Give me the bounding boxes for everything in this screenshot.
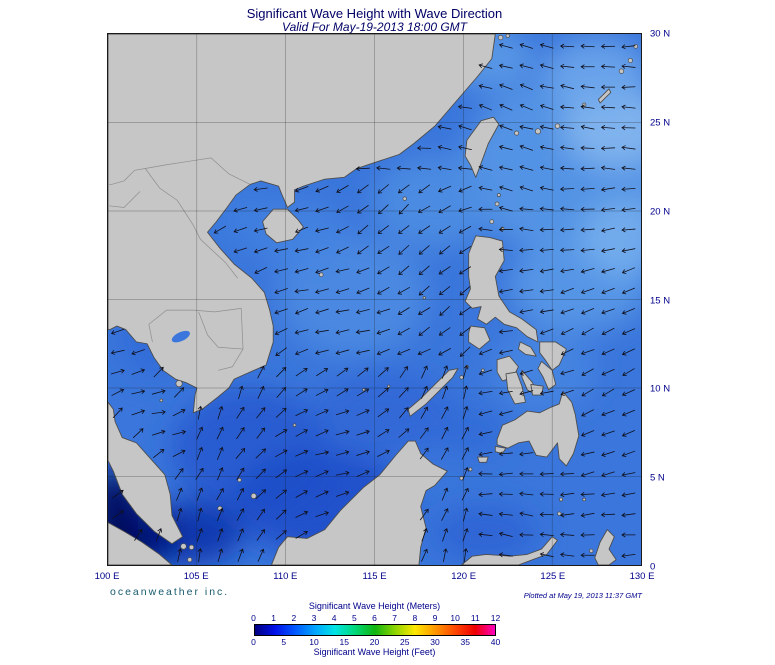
legend-meters-title: Significant Wave Height (Meters) <box>308 601 441 611</box>
feet-tick-label: 0 <box>251 637 256 647</box>
feet-tick-label: 15 <box>339 637 349 647</box>
meters-tick-label: 5 <box>351 613 357 623</box>
longitude-tick-label: 105 E <box>183 571 209 582</box>
meters-tick-label: 12 <box>490 613 501 623</box>
map-frame <box>107 33 642 566</box>
land-pen <box>108 401 184 545</box>
land-mindanao <box>496 391 580 467</box>
feet-tick-label: 35 <box>460 637 470 647</box>
land-taiwan <box>464 116 500 178</box>
latitude-tick-label: 5 N <box>650 472 665 484</box>
land-halmahera <box>594 529 617 565</box>
meters-tick-label: 2 <box>291 613 297 623</box>
wave-height-map <box>108 34 641 565</box>
meters-tick-label: 8 <box>412 613 418 623</box>
longitude-tick-label: 115 E <box>362 571 387 582</box>
latitude-tick-label: 0 <box>650 561 656 573</box>
land-borneo <box>271 440 448 565</box>
meters-tick-label: 10 <box>450 613 460 623</box>
land-sumatra <box>108 522 173 565</box>
feet-tick-label: 25 <box>400 637 410 647</box>
chart-title: Significant Wave Height with Wave Direct… <box>246 6 503 21</box>
land-hainan <box>262 208 304 244</box>
feet-tick-label: 40 <box>490 637 501 647</box>
meters-tick-label: 3 <box>311 613 317 623</box>
legend-feet-title: Significant Wave Height (Feet) <box>313 647 436 657</box>
longitude-tick-label: 100 E <box>94 571 120 582</box>
land-bohol <box>530 384 544 396</box>
meters-tick-label: 1 <box>271 613 277 623</box>
oceanweather-credit: oceanweather inc. <box>110 586 230 598</box>
latitude-axis: 30 N 25 N 20 N 15 N 10 N 5 N 0 <box>650 29 695 573</box>
land-luzon <box>464 235 539 343</box>
meters-tick-label: 6 <box>372 613 377 623</box>
latitude-tick-label: 10 N <box>650 383 671 395</box>
latitude-tick-label: 15 N <box>650 295 671 306</box>
longitude-tick-label: 125 E <box>540 571 566 582</box>
longitude-tick-label: 110 E <box>273 571 298 582</box>
longitude-tick-label: 130 E <box>629 571 655 582</box>
longitude-tick-label: 120 E <box>451 571 477 582</box>
feet-tick-label: 30 <box>430 637 440 647</box>
plotted-timestamp: Plotted at May 19, 2013 11:37 GMT <box>523 591 642 600</box>
land-samar <box>539 341 567 371</box>
grid-lines <box>108 34 641 565</box>
feet-tick-label: 5 <box>281 637 287 647</box>
meters-tick-label: 0 <box>251 613 256 623</box>
meters-tick-label: 9 <box>432 613 438 623</box>
wave-direction-arrows <box>110 43 636 563</box>
land-sulawesi <box>461 536 558 565</box>
longitude-axis: 100 E 105 E 110 E 115 E 120 E 125 E 130 E <box>95 571 655 584</box>
feet-tick-label: 20 <box>369 637 380 647</box>
meters-tick-label: 11 <box>470 613 480 623</box>
latitude-tick-label: 25 N <box>650 117 671 129</box>
meters-tick-label: 4 <box>331 613 337 623</box>
feet-tick-labels: 0 5 10 15 20 25 30 35 40 <box>251 637 500 647</box>
land-palawan <box>407 368 459 417</box>
land-mainland <box>108 34 496 414</box>
land-jolo <box>477 456 489 463</box>
latitude-tick-label: 30 N <box>650 28 671 40</box>
latitude-tick-label: 20 N <box>650 206 671 218</box>
land-okinawa <box>597 88 612 104</box>
meters-tick-labels: 0 1 2 3 4 5 6 7 8 9 10 11 12 <box>251 613 500 623</box>
colorbar-gradient <box>253 624 496 636</box>
land-masbate <box>517 341 537 357</box>
meters-tick-label: 7 <box>392 613 398 623</box>
chart-valid-time: Valid For May-19-2013 18:00 GMT <box>282 20 467 34</box>
feet-tick-label: 10 <box>309 637 319 647</box>
land-mindoro <box>468 325 491 350</box>
